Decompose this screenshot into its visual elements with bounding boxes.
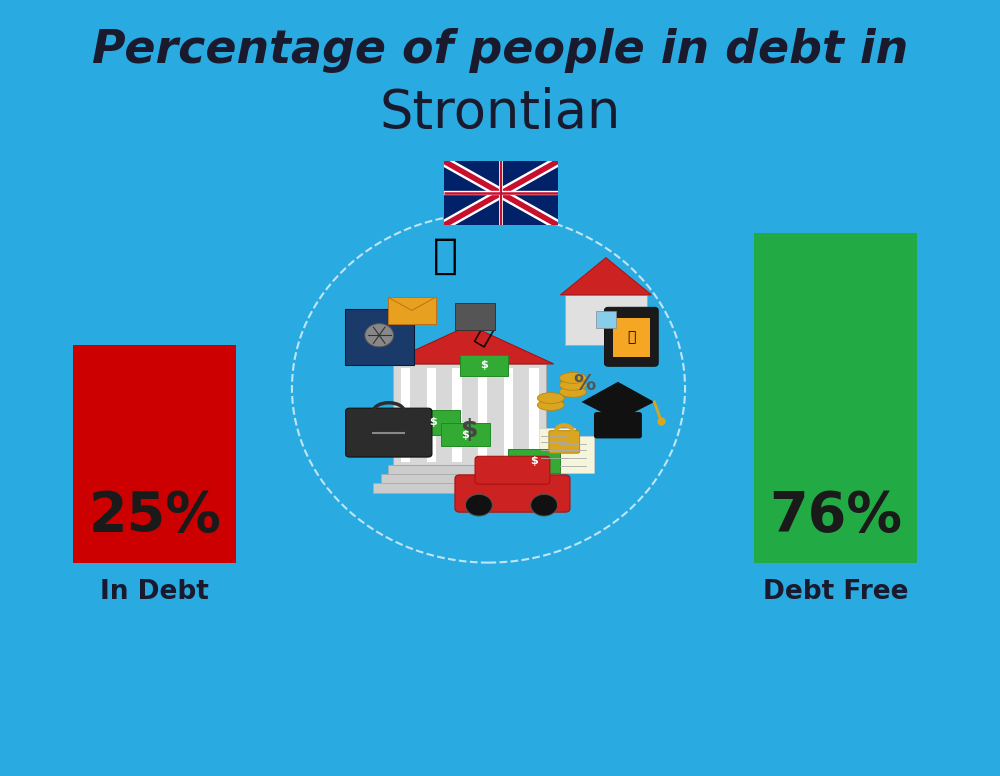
FancyBboxPatch shape [73,345,236,563]
FancyBboxPatch shape [536,428,575,466]
Ellipse shape [559,386,586,397]
Text: $: $ [429,417,437,427]
FancyBboxPatch shape [594,412,642,438]
Text: $: $ [530,456,538,466]
FancyBboxPatch shape [388,297,436,324]
Circle shape [365,324,394,347]
FancyBboxPatch shape [613,318,650,357]
FancyBboxPatch shape [503,367,513,462]
FancyBboxPatch shape [451,367,462,462]
Text: In Debt: In Debt [100,579,209,605]
FancyBboxPatch shape [508,449,560,473]
FancyBboxPatch shape [455,475,570,512]
FancyBboxPatch shape [346,408,432,457]
FancyBboxPatch shape [426,367,436,462]
Text: 🏦: 🏦 [627,331,636,345]
Text: 25%: 25% [88,489,221,543]
FancyBboxPatch shape [455,303,495,330]
Text: %: % [573,374,596,394]
Polygon shape [560,258,651,295]
Text: Debt Free: Debt Free [763,579,908,605]
FancyBboxPatch shape [556,436,594,473]
FancyBboxPatch shape [381,474,558,483]
FancyBboxPatch shape [549,431,580,453]
FancyBboxPatch shape [441,423,490,446]
Text: $: $ [461,418,478,442]
FancyBboxPatch shape [565,295,647,345]
Text: Percentage of people in debt in: Percentage of people in debt in [92,28,908,73]
FancyBboxPatch shape [373,483,565,493]
FancyBboxPatch shape [605,307,658,366]
Ellipse shape [559,379,586,390]
Text: $: $ [480,361,488,370]
FancyBboxPatch shape [477,367,487,462]
FancyBboxPatch shape [460,355,508,376]
FancyBboxPatch shape [345,309,414,365]
Ellipse shape [537,393,564,404]
FancyBboxPatch shape [388,465,551,474]
FancyBboxPatch shape [528,367,539,462]
Circle shape [465,494,492,516]
FancyBboxPatch shape [400,367,410,462]
Text: $: $ [462,430,469,439]
FancyBboxPatch shape [596,310,616,327]
FancyBboxPatch shape [754,233,917,563]
FancyBboxPatch shape [475,456,550,484]
Text: Strontian: Strontian [379,86,621,139]
Ellipse shape [559,372,586,383]
Polygon shape [385,325,554,364]
FancyBboxPatch shape [393,364,546,465]
Circle shape [531,494,558,516]
Text: 🦅: 🦅 [433,235,458,277]
Text: 🔑: 🔑 [471,321,496,349]
Text: 76%: 76% [769,489,902,543]
FancyBboxPatch shape [407,410,460,435]
Ellipse shape [537,400,564,411]
Polygon shape [581,382,654,421]
FancyBboxPatch shape [444,161,558,225]
